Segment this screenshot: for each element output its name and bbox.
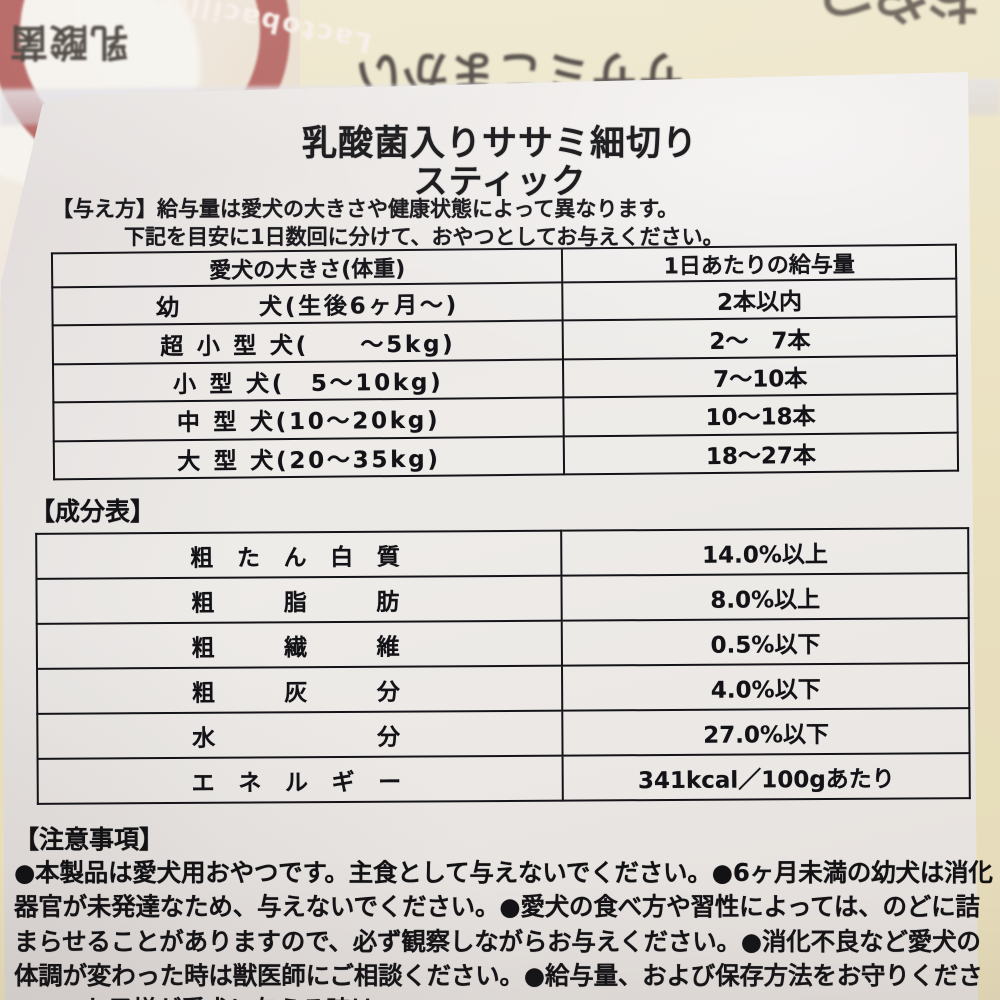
column-header-dog-size: 愛犬の大きさ(体重)	[51, 248, 563, 288]
cell-nutrient-value: 341kcal／100gあたり	[562, 753, 970, 801]
cell-nutrient-name: 粗 脂 肪	[36, 575, 562, 624]
cell-daily-amount: 18〜27本	[563, 432, 959, 475]
table-row: 粗 脂 肪 8.0%以上	[36, 573, 969, 624]
table-row: 粗 繊 維 0.5%以下	[36, 618, 969, 669]
cell-nutrient-name: 水 分	[37, 710, 563, 759]
product-title: 乳酸菌入りササミ細切り スティック	[0, 124, 1000, 202]
cell-dog-size: 中 型 犬(10〜20kg)	[53, 397, 564, 441]
cell-daily-amount: 7〜10本	[563, 355, 958, 398]
feeding-instructions-note: 【与え方】給与量は愛犬の大きさや健康状態によって異なります。 下記を目安に1日数…	[52, 196, 942, 251]
composition-heading: 【成分表】	[30, 497, 156, 526]
table-row: 水 分 27.0%以下	[37, 708, 970, 759]
cell-nutrient-value: 14.0%以上	[561, 528, 969, 576]
cell-dog-size: 超 小 型 犬( 〜5kg)	[52, 320, 564, 365]
product-title-line-2: スティック	[413, 161, 587, 202]
cell-nutrient-name: 粗 繊 維	[36, 620, 563, 669]
cell-nutrient-value: 0.5%以下	[561, 618, 969, 666]
cell-dog-size: 大 型 犬(20〜35kg)	[53, 436, 565, 480]
cell-nutrient-value: 4.0%以下	[562, 663, 970, 711]
column-header-daily-amount: 1日あたりの給与量	[562, 244, 957, 283]
composition-table: 粗 た ん 白 質 14.0%以上 粗 脂 肪 8.0%以上 粗 繊 維 0.5…	[35, 527, 971, 805]
cell-nutrient-value: 8.0%以上	[561, 573, 969, 621]
cell-daily-amount: 10〜18本	[563, 393, 958, 437]
cell-nutrient-value: 27.0%以下	[562, 708, 970, 756]
feeding-note-line-1: 給与量は愛犬の大きさや健康状態によって異なります。	[157, 197, 679, 221]
table-row: 大 型 犬(20〜35kg) 18〜27本	[53, 432, 959, 480]
product-title-line-1: 乳酸菌入りササミ細切り	[301, 124, 698, 164]
cell-nutrient-name: エ ネ ル ギ ー	[37, 755, 564, 804]
cell-dog-size: 小 型 犬( 5〜10kg)	[52, 359, 564, 403]
table-row: 粗 灰 分 4.0%以下	[37, 663, 970, 714]
cell-daily-amount: 2本以内	[562, 278, 957, 321]
cell-daily-amount: 2〜 7本	[562, 317, 957, 360]
cell-nutrient-name: 粗 灰 分	[37, 665, 563, 714]
feeding-note-line-2: 下記を目安に1日数回に分けて、おやつとしてお与えください。	[124, 224, 724, 249]
cell-nutrient-name: 粗 た ん 白 質	[36, 530, 562, 579]
feeding-amount-table: 愛犬の大きさ(体重) 1日あたりの給与量 幼 犬(生後6ヶ月〜) 2本以内 超 …	[50, 243, 960, 481]
cell-dog-size: 幼 犬(生後6ヶ月〜)	[52, 282, 563, 326]
cautions-text: ●本製品は愛犬用おやつです。主食として与えないでください。●6ヶ月未満の幼犬は消…	[14, 858, 993, 1000]
table-row: 粗 た ん 白 質 14.0%以上	[36, 528, 969, 579]
feeding-heading: 【与え方】	[52, 197, 157, 221]
cautions-heading: 【注意事項】	[14, 825, 165, 854]
table-row: エ ネ ル ギ ー 341kcal／100gあたり	[37, 753, 970, 804]
